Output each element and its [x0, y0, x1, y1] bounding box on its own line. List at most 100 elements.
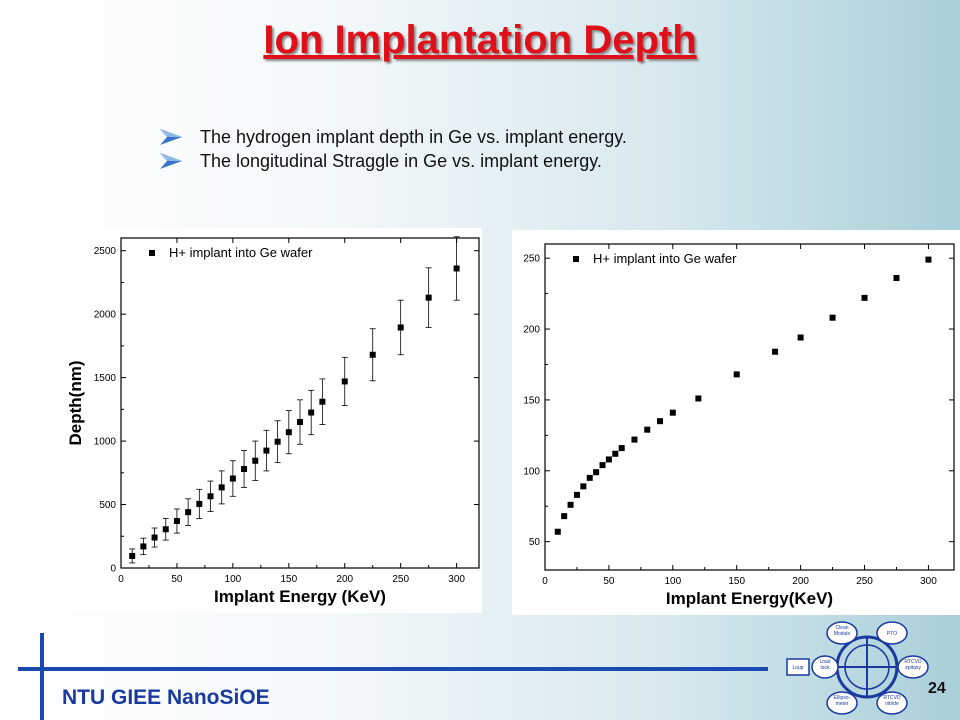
y-tick-label: 50	[529, 537, 541, 548]
data-point	[593, 469, 600, 476]
y-tick-label: 150	[523, 395, 540, 406]
data-point	[185, 509, 192, 516]
legend-marker	[149, 250, 155, 256]
data-point	[308, 409, 315, 416]
x-tick-label: 300	[448, 574, 465, 585]
y-tick-label: 2000	[94, 310, 117, 321]
x-tick-label: 0	[118, 574, 124, 585]
data-point	[561, 513, 568, 520]
x-tick-label: 250	[392, 574, 409, 585]
x-tick-label: 100	[664, 576, 681, 587]
data-point	[252, 457, 259, 464]
data-point	[140, 543, 147, 550]
legend-label: H+ implant into Ge wafer	[169, 245, 313, 260]
bullet-text: The hydrogen implant depth in Ge vs. imp…	[200, 126, 627, 147]
y-tick-label: 100	[523, 466, 540, 477]
footer-organization: NTU GIEE NanoSiOE	[62, 686, 270, 709]
data-point	[772, 348, 779, 355]
data-point	[612, 450, 619, 457]
data-point	[605, 456, 612, 463]
y-tick-label: 1500	[94, 373, 117, 384]
legend-marker	[573, 256, 579, 262]
logo-label: RTCVD	[904, 659, 922, 665]
logo-label: lock	[821, 665, 830, 671]
data-point	[397, 324, 404, 331]
data-point	[861, 294, 868, 301]
data-point	[580, 483, 587, 490]
data-point	[618, 445, 625, 452]
data-point	[196, 500, 203, 507]
data-point	[573, 491, 580, 498]
data-point	[297, 419, 303, 426]
data-point	[657, 418, 664, 425]
straggle-chart: 0 50 100 150 200 250 300 50 100 150 200 250 Implant …	[512, 230, 960, 615]
depth-chart: 0 50 100 150 200 250 300 0 500 1000 1500 2000 2500 Im…	[65, 228, 482, 613]
logo-label: Module	[834, 631, 851, 637]
data-point	[229, 475, 236, 482]
data-point	[173, 518, 180, 525]
straggle-chart-svg: 0 50 100 150 200 250 300 50 100 150 200 250 Implant …	[523, 243, 955, 608]
data-point	[425, 294, 432, 301]
data-point	[586, 474, 593, 481]
bullet-list: The hydrogen implant depth in Ge vs. imp…	[160, 125, 627, 173]
x-axis-label: Implant Energy(KeV)	[666, 589, 833, 608]
data-point	[893, 275, 900, 282]
y-tick-label: 2500	[94, 246, 117, 257]
data-point	[554, 528, 561, 535]
bullet-item: The hydrogen implant depth in Ge vs. imp…	[160, 125, 627, 149]
data-point	[241, 466, 248, 472]
y-tick-label: 500	[99, 500, 116, 511]
logo-label: PTO	[887, 631, 897, 637]
data-point	[453, 265, 460, 272]
x-tick-label: 50	[603, 576, 615, 587]
x-tick-label: 0	[542, 576, 548, 587]
data-point	[695, 395, 702, 402]
logo-label: RTCVD	[883, 695, 901, 701]
data-point	[567, 501, 574, 508]
slide-title: Ion Implantation Depth	[263, 18, 697, 62]
data-point	[644, 426, 651, 433]
y-tick-label: 200	[523, 325, 540, 336]
logo-label: epitaxy	[905, 665, 921, 671]
data-point	[369, 351, 376, 358]
data-point	[669, 409, 676, 416]
data-point	[162, 526, 169, 533]
logo-label: meter	[836, 701, 849, 707]
x-tick-label: 150	[728, 576, 745, 587]
data-point	[274, 438, 281, 445]
data-point	[285, 429, 292, 436]
data-point	[829, 314, 836, 321]
data-point	[733, 371, 740, 378]
y-tick-label: 0	[110, 564, 116, 575]
x-tick-label: 100	[225, 574, 242, 585]
x-tick-label: 200	[336, 574, 353, 585]
y-axis-label: Depth(nm)	[66, 361, 85, 446]
legend-label: H+ implant into Ge wafer	[593, 251, 737, 266]
data-point	[341, 378, 348, 385]
data-point	[218, 484, 225, 491]
x-tick-label: 300	[920, 576, 937, 587]
footer-divider	[18, 667, 768, 671]
arrow-bullet-icon	[160, 129, 182, 145]
y-tick-label: 250	[523, 254, 540, 265]
logo-label: Load	[819, 659, 830, 665]
x-tick-label: 200	[792, 576, 809, 587]
plot-frame	[120, 237, 480, 569]
data-point	[925, 256, 932, 263]
logo-label: Ellipso-	[834, 695, 851, 701]
data-point	[797, 334, 804, 341]
data-point	[151, 534, 158, 541]
x-tick-label: 250	[856, 576, 873, 587]
bullet-item: The longitudinal Straggle in Ge vs. impl…	[160, 149, 627, 173]
data-point	[263, 447, 270, 454]
data-point	[631, 436, 638, 443]
page-number: 24	[928, 680, 946, 697]
bullet-text: The longitudinal Straggle in Ge vs. impl…	[200, 150, 602, 171]
x-tick-label: 150	[280, 574, 297, 585]
data-point	[207, 493, 214, 500]
data-point	[319, 398, 326, 405]
depth-chart-svg: 0 50 100 150 200 250 300 0 500 1000 1500 2000 2500 Im…	[66, 236, 480, 606]
logo-label: nitride	[885, 701, 899, 707]
x-axis-label: Implant Energy (KeV)	[214, 587, 386, 606]
